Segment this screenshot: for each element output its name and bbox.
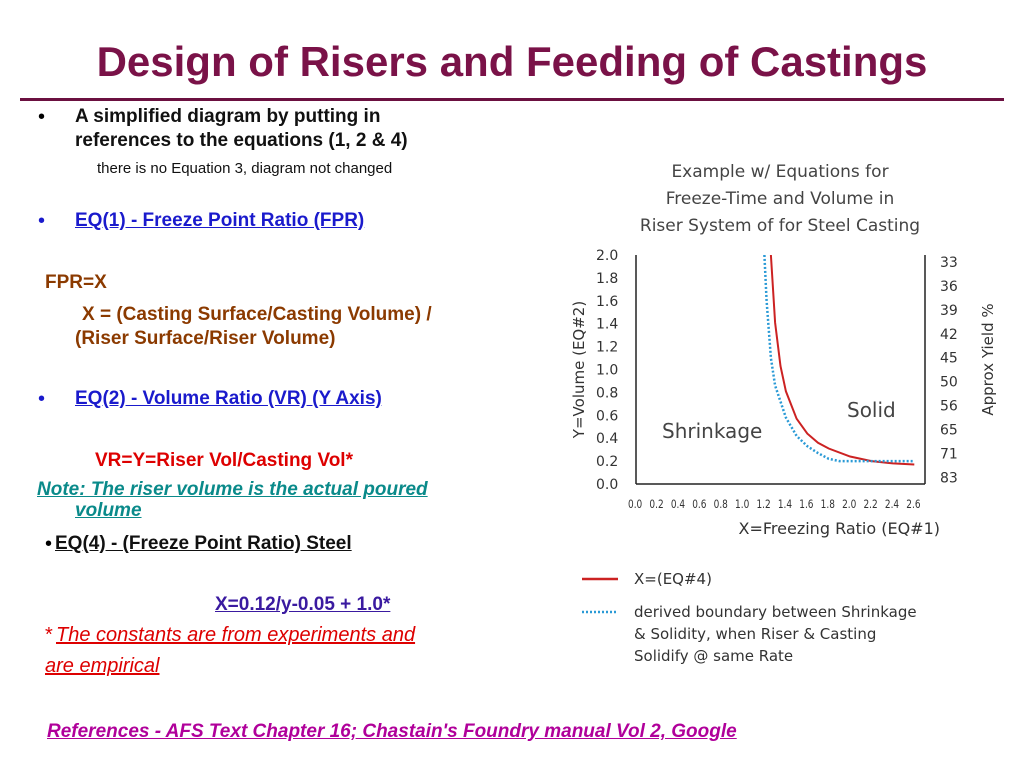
x-tick-label: 1.6 <box>799 498 813 511</box>
bullet-marker: • <box>38 210 46 232</box>
yield-tick-label: 50 <box>940 375 958 391</box>
y-axis-label: Y=Volume (EQ#2) <box>570 301 588 439</box>
bullet-marker: • <box>45 533 53 555</box>
shrinkage-region-label: Shrinkage <box>662 419 762 443</box>
x-formula: X=0.12/y-0.05 + 1.0* <box>215 594 391 615</box>
title-underline <box>20 98 1004 101</box>
riser-volume-note-line1[interactable]: Note: The riser volume is the actual pou… <box>37 479 428 500</box>
yield-tick-label: 45 <box>940 351 958 367</box>
chart-title-line: Example w/ Equations for <box>671 162 888 182</box>
y-tick-label: 0.6 <box>596 408 618 424</box>
chart-title-line: Freeze-Time and Volume in <box>666 189 895 209</box>
x-tick-label: 1.2 <box>756 498 770 511</box>
riser-chart: Example w/ Equations for Freeze-Time and … <box>570 162 997 665</box>
vr-definition: VR=Y=Riser Vol/Casting Vol* <box>95 450 353 471</box>
x-tick-label: 2.4 <box>885 498 899 511</box>
yield-tick-label: 56 <box>940 399 958 415</box>
x-tick-label: 0.8 <box>714 498 728 511</box>
x-tick-label: 0.0 <box>628 498 642 511</box>
eq2-heading-link[interactable]: EQ(2) - Volume Ratio (VR) (Y Axis) <box>75 388 382 409</box>
equation3-note: there is no Equation 3, diagram not chan… <box>97 160 393 177</box>
legend-label: & Solidity, when Riser & Casting <box>634 625 876 643</box>
y-tick-label: 2.0 <box>596 248 618 264</box>
bullet-marker: • <box>38 388 46 410</box>
y-tick-label: 1.6 <box>596 294 618 310</box>
yield-tick-label: 83 <box>940 470 958 486</box>
y-tick-label: 1.2 <box>596 340 618 356</box>
x-definition-line1: X = (Casting Surface/Casting Volume) / <box>82 304 432 325</box>
eq4-heading: EQ(4) - (Freeze Point Ratio) Steel <box>55 533 352 554</box>
y-tick-label: 0.0 <box>596 477 618 493</box>
x-tick-label: 2.2 <box>863 498 877 511</box>
bullet1-line2: references to the equations (1, 2 & 4) <box>75 130 408 151</box>
x-tick-label: 1.8 <box>821 498 835 511</box>
boundary-curve <box>763 254 915 463</box>
y-tick-label: 0.8 <box>596 385 618 401</box>
bullet-marker: • <box>38 106 46 128</box>
y-tick-label: 1.4 <box>596 317 618 333</box>
y-tick-label: 0.2 <box>596 454 618 470</box>
x-tick-label: 2.0 <box>842 498 856 511</box>
asterisk-marker: * <box>45 624 53 646</box>
x-tick-label: 0.6 <box>692 498 706 511</box>
y-tick-label: 1.8 <box>596 271 618 287</box>
bullet1-line1: A simplified diagram by putting in <box>75 106 381 127</box>
x-tick-label: 1.4 <box>778 498 792 511</box>
x-definition-line2: (Riser Surface/Riser Volume) <box>75 328 336 349</box>
chart-title-line: Riser System of for Steel Casting <box>640 216 920 236</box>
x-axis-label: X=Freezing Ratio (EQ#1) <box>739 519 940 538</box>
yield-tick-label: 33 <box>940 255 958 271</box>
constants-note-line2: are empirical <box>45 655 160 677</box>
yield-axis-label: Approx Yield % <box>979 303 997 415</box>
legend-label: X=(EQ#4) <box>634 570 712 588</box>
yield-tick-label: 39 <box>940 303 958 319</box>
legend-label: derived boundary between Shrinkage <box>634 603 917 621</box>
solid-region-label: Solid <box>847 398 896 422</box>
y-tick-label: 1.0 <box>596 363 618 379</box>
x-tick-label: 0.4 <box>671 498 685 511</box>
page-title: Design of Risers and Feeding of Castings <box>96 38 928 85</box>
yield-tick-label: 71 <box>940 446 958 462</box>
x-tick-label: 1.0 <box>735 498 749 511</box>
y-tick-label: 0.4 <box>596 431 618 447</box>
fpr-definition: FPR=X <box>45 272 107 293</box>
legend-label: Solidify @ same Rate <box>634 647 793 665</box>
yield-tick-label: 65 <box>940 422 958 438</box>
eq1-heading-link[interactable]: EQ(1) - Freeze Point Ratio (FPR) <box>75 210 365 231</box>
x-tick-label: 2.6 <box>906 498 920 511</box>
references-link[interactable]: References - AFS Text Chapter 16; Chasta… <box>47 721 737 742</box>
eq4-curve <box>769 254 915 466</box>
x-tick-label: 0.2 <box>649 498 663 511</box>
yield-tick-label: 42 <box>940 327 958 343</box>
yield-tick-label: 36 <box>940 279 958 295</box>
constants-note-line1: The constants are from experiments and <box>56 624 416 646</box>
riser-volume-note-line2[interactable]: volume <box>75 500 142 521</box>
